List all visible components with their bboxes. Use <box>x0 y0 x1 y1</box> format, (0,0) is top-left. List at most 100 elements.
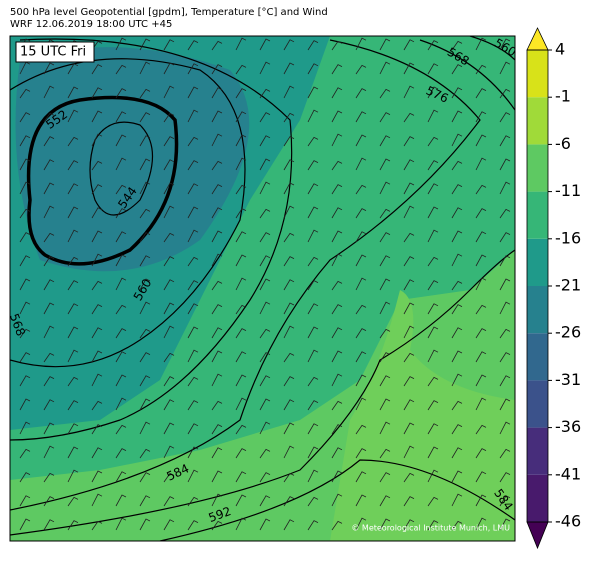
wind-barb <box>283 519 295 531</box>
wind-barb <box>91 304 103 315</box>
wind-barb <box>379 398 391 411</box>
wind-barb <box>163 182 175 195</box>
wind-barb <box>235 184 247 195</box>
wind-barb <box>451 400 463 411</box>
wind-barb <box>451 280 463 291</box>
colorbar-tick-label: -21 <box>555 276 581 295</box>
wind-barb <box>43 325 55 339</box>
wind-barb <box>43 496 55 507</box>
wind-barb <box>355 351 367 363</box>
wind-barb <box>163 112 175 123</box>
wind-barb <box>403 112 415 123</box>
wind-barb <box>451 424 463 435</box>
wind-barb <box>43 279 55 291</box>
wind-barb <box>91 87 103 99</box>
wind-barb <box>139 158 151 171</box>
wind-barb <box>19 158 31 171</box>
wind-barb <box>307 400 319 411</box>
wind-barb <box>403 205 415 219</box>
wind-barb <box>283 205 295 219</box>
wind-barb <box>139 495 151 507</box>
wind-barb <box>499 278 511 291</box>
wind-barb <box>427 303 439 315</box>
wind-barb <box>163 422 175 435</box>
wind-barb <box>283 496 295 507</box>
wind-barb <box>235 37 247 51</box>
wind-barb <box>475 517 487 531</box>
wind-barb <box>475 471 487 483</box>
wind-barb <box>307 229 319 243</box>
wind-barb <box>307 446 319 459</box>
wind-barb <box>67 400 79 411</box>
wind-barb <box>355 254 367 267</box>
wind-barb <box>139 352 151 363</box>
wind-barb <box>43 62 55 75</box>
wind-barb <box>19 328 31 339</box>
wind-barb <box>355 231 367 243</box>
wind-barb <box>307 376 319 387</box>
wind-barb <box>19 421 31 435</box>
wind-barb <box>139 135 151 147</box>
wind-barb <box>19 88 31 99</box>
wind-barb <box>283 232 295 243</box>
wind-barb <box>187 136 199 147</box>
wind-barb <box>283 39 295 51</box>
wind-barb <box>115 184 127 195</box>
wind-barb <box>451 447 463 459</box>
wind-barb <box>187 400 199 411</box>
wind-barb <box>379 158 391 171</box>
wind-barb <box>187 423 199 435</box>
wind-barb <box>91 350 103 363</box>
wind-barb <box>235 424 247 435</box>
wind-barb <box>331 447 343 459</box>
wind-barb <box>19 398 31 411</box>
wind-barb <box>355 304 367 315</box>
wind-barb <box>331 87 343 99</box>
wind-barb <box>115 254 127 267</box>
wind-barb <box>259 232 271 243</box>
wind-barb <box>235 111 247 123</box>
wind-barb <box>475 37 487 51</box>
wind-barb <box>163 302 175 315</box>
wind-barb <box>355 471 367 483</box>
wind-barb <box>163 205 175 219</box>
wind-barb <box>139 421 151 435</box>
wind-barb <box>19 135 31 147</box>
wind-barb <box>403 496 415 507</box>
wind-barb <box>403 256 415 267</box>
wind-barb <box>379 88 391 99</box>
wind-barb <box>187 206 199 219</box>
wind-barb <box>307 349 319 363</box>
wind-barb <box>259 495 271 507</box>
wind-barb <box>211 304 223 315</box>
wind-barb <box>259 375 271 387</box>
wind-barb <box>139 518 151 531</box>
wind-barb <box>283 445 295 459</box>
wind-barb <box>379 518 391 531</box>
wind-barb <box>475 494 487 507</box>
wind-barb <box>115 134 127 147</box>
wind-barb <box>499 398 511 411</box>
wind-barb <box>235 517 247 531</box>
wind-barb <box>355 517 367 531</box>
wind-barb <box>187 446 199 459</box>
wind-barb <box>211 470 223 483</box>
wind-barb <box>187 40 199 51</box>
wind-barb <box>259 301 271 315</box>
wind-barb <box>331 280 343 291</box>
wind-barb <box>427 86 439 99</box>
wind-barb <box>499 255 511 267</box>
wind-barb <box>259 158 271 171</box>
colorbar-band <box>527 144 548 192</box>
wind-barb <box>379 448 391 459</box>
wind-barb <box>307 496 319 507</box>
colorbar-band <box>527 427 548 475</box>
wind-barb <box>259 518 271 531</box>
wind-barb <box>91 424 103 435</box>
wind-barb <box>331 304 343 315</box>
wind-barb <box>139 448 151 459</box>
wind-barb <box>499 495 511 507</box>
wind-barb <box>499 328 511 339</box>
wind-barb <box>115 328 127 339</box>
wind-barb <box>427 256 439 267</box>
